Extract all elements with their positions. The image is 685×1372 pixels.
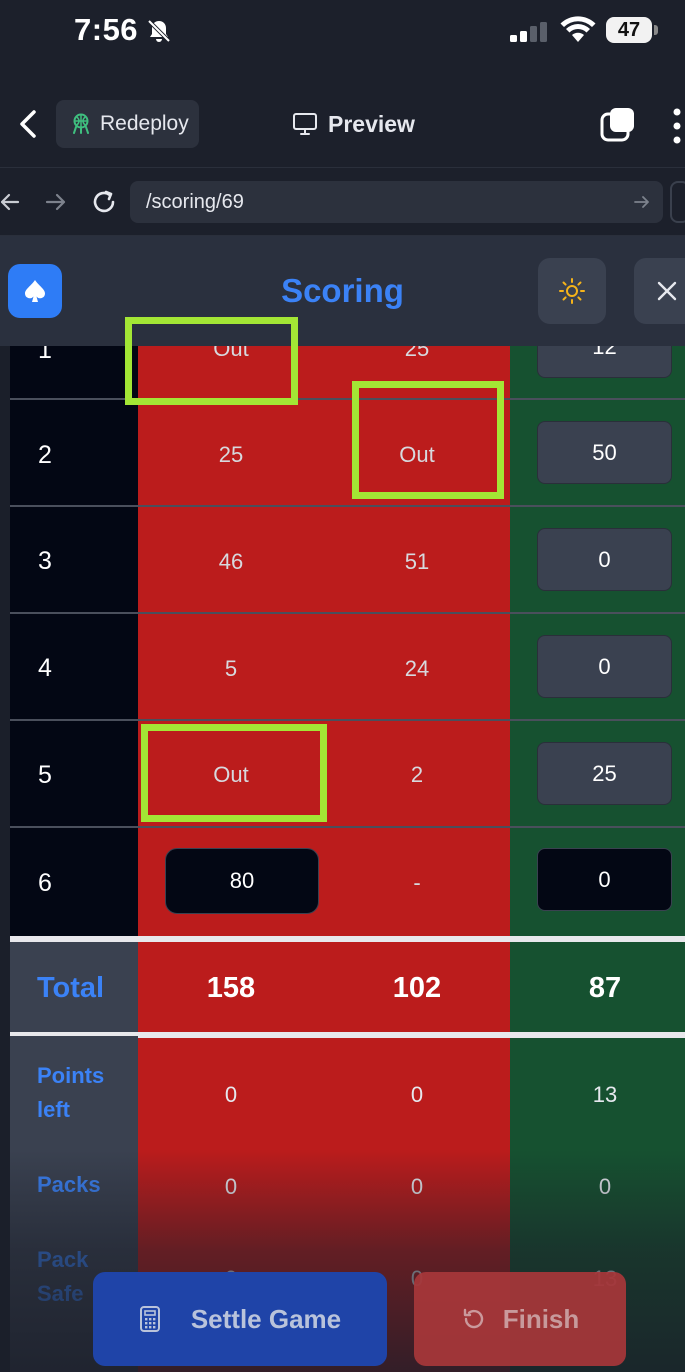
redeploy-icon	[73, 113, 89, 134]
wifi-icon	[560, 16, 596, 42]
reload-icon[interactable]	[90, 188, 118, 216]
status-time: 7:56	[74, 12, 139, 47]
app-header: Scoring	[0, 236, 685, 346]
score-cell[interactable]: 25	[404, 346, 430, 361]
packs-value: 0	[598, 1174, 612, 1199]
finish-label: Finish	[502, 1303, 580, 1334]
score-input[interactable]: 50	[537, 421, 672, 484]
address-input[interactable]	[130, 181, 663, 223]
preview-button[interactable]: Preview	[292, 106, 415, 142]
score-cell[interactable]: Out	[399, 442, 435, 467]
score-cell[interactable]: Out	[213, 762, 249, 787]
browser-toolbar: Redeploy Preview	[0, 64, 685, 168]
close-button[interactable]	[634, 258, 685, 324]
undo-rotate-icon	[463, 1308, 483, 1329]
score-cell[interactable]: 5	[224, 656, 238, 681]
row-divider	[10, 612, 685, 614]
score-input[interactable]: 25	[537, 742, 672, 805]
highlight-box	[352, 381, 504, 499]
total-separator-bottom	[10, 1032, 685, 1038]
score-table: 1 Out 25 12 2 25 Out 50 3 46 51 0 4 5 24…	[10, 346, 685, 1372]
total-value: 87	[588, 972, 622, 1004]
row-divider	[10, 719, 685, 721]
nav-forward-arrow-icon[interactable]	[44, 190, 68, 214]
round-number: 1	[38, 346, 52, 364]
settle-game-label: Settle Game	[190, 1303, 342, 1334]
close-icon	[657, 281, 677, 301]
battery-tip	[654, 25, 658, 35]
points-left-value: 0	[224, 1082, 238, 1107]
packs-value: 0	[224, 1174, 238, 1199]
redeploy-button[interactable]: Redeploy	[56, 100, 199, 148]
score-input[interactable]: 80	[165, 848, 319, 914]
score-cell[interactable]: 51	[404, 549, 430, 574]
extra-toolbar-button[interactable]	[670, 181, 685, 223]
more-vertical-icon[interactable]	[670, 106, 684, 146]
go-arrow-icon[interactable]	[632, 192, 652, 212]
nav-back-arrow-icon[interactable]	[0, 190, 20, 214]
spade-icon	[25, 280, 45, 302]
highlight-box	[125, 317, 298, 405]
preview-label: Preview	[328, 110, 415, 137]
packs-label: Packs	[37, 1172, 101, 1197]
score-cell[interactable]: Out	[213, 346, 249, 361]
score-cell[interactable]: 2	[410, 762, 424, 787]
total-label: Total	[37, 972, 105, 1004]
settle-game-button[interactable]: Settle Game	[93, 1272, 387, 1366]
back-chevron-icon[interactable]	[14, 104, 44, 144]
battery-level: 47	[606, 17, 652, 43]
row-divider	[10, 505, 685, 507]
round-number: 3	[38, 547, 52, 575]
round-number: 2	[38, 441, 52, 469]
score-cell[interactable]: 24	[404, 656, 430, 681]
theme-toggle-button[interactable]	[538, 258, 606, 324]
round-number: 5	[38, 761, 52, 789]
total-value: 158	[206, 972, 256, 1004]
highlight-box	[141, 724, 327, 822]
address-row	[0, 168, 685, 236]
cellular-signal-icon	[510, 22, 547, 42]
redeploy-label: Redeploy	[100, 112, 189, 135]
points-left-value: 0	[410, 1082, 424, 1107]
score-input[interactable]: 0	[537, 635, 672, 698]
tabs-icon[interactable]	[600, 106, 636, 142]
finish-button[interactable]: Finish	[414, 1272, 626, 1366]
score-input[interactable]: 0	[537, 848, 672, 911]
total-separator-top	[10, 936, 685, 942]
packs-value: 0	[410, 1174, 424, 1199]
calculator-icon	[139, 1306, 160, 1332]
score-cell[interactable]: 46	[218, 549, 244, 574]
sun-icon	[559, 278, 585, 304]
monitor-icon	[293, 113, 317, 135]
total-value: 102	[392, 972, 442, 1004]
total-label-cell	[10, 942, 138, 1032]
points-left-label: Points left	[37, 1063, 105, 1122]
row-divider	[10, 398, 685, 400]
round-number: 6	[38, 869, 52, 897]
status-bar: 7:56 47	[0, 0, 685, 64]
points-left-value: 13	[592, 1082, 618, 1107]
score-input[interactable]: 0	[537, 528, 672, 591]
bell-off-icon	[147, 19, 171, 43]
score-input[interactable]: 12	[537, 346, 672, 378]
app-logo[interactable]	[8, 264, 62, 318]
score-cell: -	[413, 870, 421, 895]
row-divider	[10, 826, 685, 828]
score-cell[interactable]: 25	[218, 442, 244, 467]
round-number: 4	[38, 654, 52, 682]
